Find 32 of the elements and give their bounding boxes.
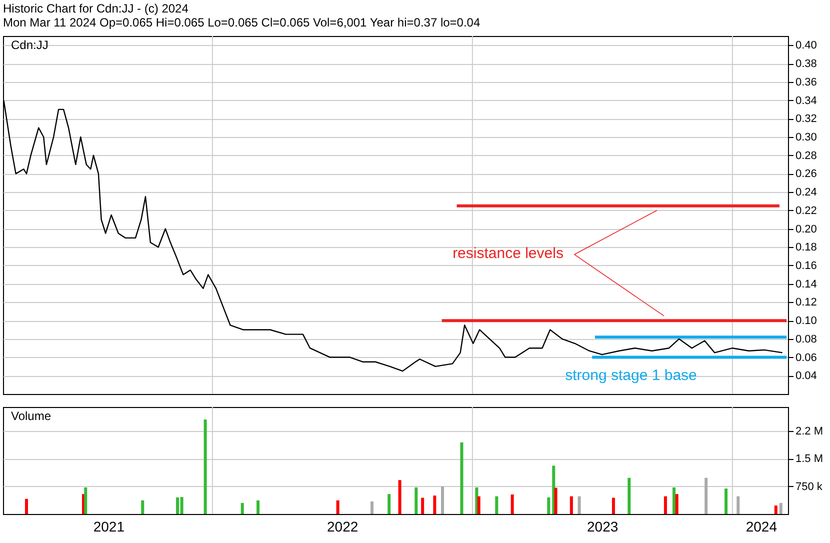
y-tick-label: 0.10 xyxy=(796,315,817,328)
y-tick-label: 0.22 xyxy=(796,204,817,217)
y-tick-label: 0.06 xyxy=(796,352,817,364)
annotation: resistance levels xyxy=(452,245,564,262)
y-tick-label: 0.36 xyxy=(796,76,817,88)
y-tick-label: 0.12 xyxy=(796,296,817,309)
y-tick-label: 2.2 M xyxy=(796,425,824,438)
x-tick-label: 2024 xyxy=(746,518,778,534)
y-tick-label: 0.08 xyxy=(796,333,817,346)
y-tick-label: 0.18 xyxy=(796,242,817,254)
y-tick-label: 0.30 xyxy=(796,131,817,144)
x-tick-label: 2023 xyxy=(587,518,618,534)
chart-subtitle: Mon Mar 11 2024 Op=0.065 Hi=0.065 Lo=0.065 Cl=0.065 Vol=6,001 Year hi=0.37 lo=0.04 xyxy=(3,16,480,30)
x-tick-label: 2021 xyxy=(93,518,125,534)
y-tick-label: 0.04 xyxy=(796,370,817,382)
y-tick-label: 0.28 xyxy=(796,150,817,162)
y-tick-label: 0.20 xyxy=(796,223,817,236)
chart-title: Historic Chart for Cdn:JJ - (c) 2024 xyxy=(3,2,189,16)
y-tick-label: 0.16 xyxy=(796,260,817,272)
y-tick-label: 0.32 xyxy=(796,113,817,126)
y-tick-label: 750 k xyxy=(796,480,823,493)
y-tick-label: 0.34 xyxy=(796,94,817,107)
annotation: Cdn:JJ xyxy=(11,38,48,52)
y-tick-label: 0.14 xyxy=(796,278,817,290)
y-tick-label: 0.38 xyxy=(796,58,817,70)
y-tick-label: 0.40 xyxy=(796,40,817,52)
annotation: Volume xyxy=(11,409,52,423)
x-tick-label: 2022 xyxy=(326,518,358,534)
y-tick-label: 1.5 M xyxy=(796,453,824,466)
y-tick-label: 0.24 xyxy=(796,186,817,199)
y-tick-label: 0.26 xyxy=(796,168,817,180)
annotation: strong stage 1 base xyxy=(565,367,697,384)
